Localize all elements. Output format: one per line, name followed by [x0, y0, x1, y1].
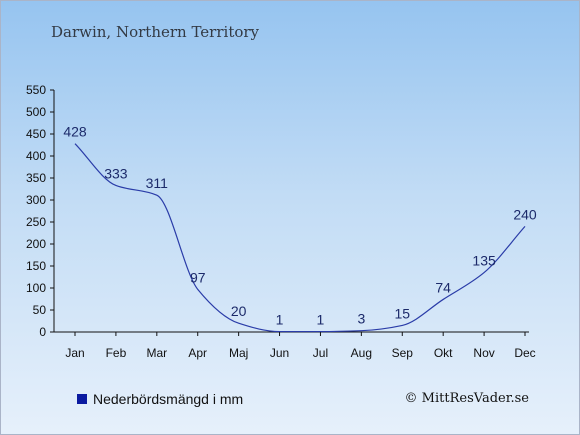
x-tick-label: Mar — [146, 346, 167, 360]
series-line — [74, 143, 526, 333]
y-tick-label: 300 — [26, 193, 46, 207]
y-tick-label: 150 — [26, 259, 46, 273]
legend-label: Nederbördsmängd i mm — [93, 391, 244, 407]
data-label: 20 — [231, 303, 247, 319]
y-tick-label: 200 — [26, 237, 46, 251]
y-tick-label: 250 — [26, 215, 46, 229]
data-label: 15 — [394, 305, 410, 321]
y-tick-label: 400 — [26, 149, 46, 163]
plot-area: 428 333 311 97 20 1 1 3 15 74 135 240 — [63, 124, 537, 333]
x-tick-label: Jul — [313, 346, 328, 360]
x-tick-label: Jun — [270, 346, 289, 360]
data-label: 311 — [146, 175, 169, 191]
data-label: 240 — [513, 206, 537, 222]
x-tick-label: Apr — [188, 346, 207, 360]
data-label: 97 — [190, 269, 206, 285]
x-tick-label: Nov — [473, 346, 494, 360]
data-label: 333 — [104, 165, 128, 181]
data-label: 3 — [357, 311, 365, 327]
x-tick-label: Feb — [106, 346, 127, 360]
data-label: 135 — [472, 253, 496, 269]
y-tick-label: 350 — [26, 171, 46, 185]
data-label: 428 — [63, 124, 87, 140]
legend: Nederbördsmängd i mm — [77, 391, 243, 407]
chart-title: Darwin, Northern Territory — [51, 23, 260, 41]
y-tick-label: 100 — [26, 281, 46, 295]
x-tick-label: Okt — [434, 346, 453, 360]
y-tick-label: 50 — [33, 303, 47, 317]
y-tick-label: 450 — [26, 127, 46, 141]
axes: 0 50 100 150 200 250 300 350 400 450 500 550 Jan Feb M… — [26, 83, 536, 360]
data-label: 1 — [276, 312, 284, 328]
x-tick-label: Dec — [514, 346, 535, 360]
x-tick-label: Jan — [65, 346, 84, 360]
data-label: 74 — [435, 279, 451, 295]
credit-text: © MittResVader.se — [404, 391, 529, 406]
x-tick-label: Maj — [229, 346, 248, 360]
y-tick-label: 500 — [26, 105, 46, 119]
x-tick-label: Aug — [351, 346, 372, 360]
legend-swatch — [77, 394, 87, 404]
y-tick-label: 550 — [26, 83, 46, 97]
x-tick-label: Sep — [392, 346, 414, 360]
data-label: 1 — [317, 312, 325, 328]
y-tick-label: 0 — [39, 325, 46, 339]
